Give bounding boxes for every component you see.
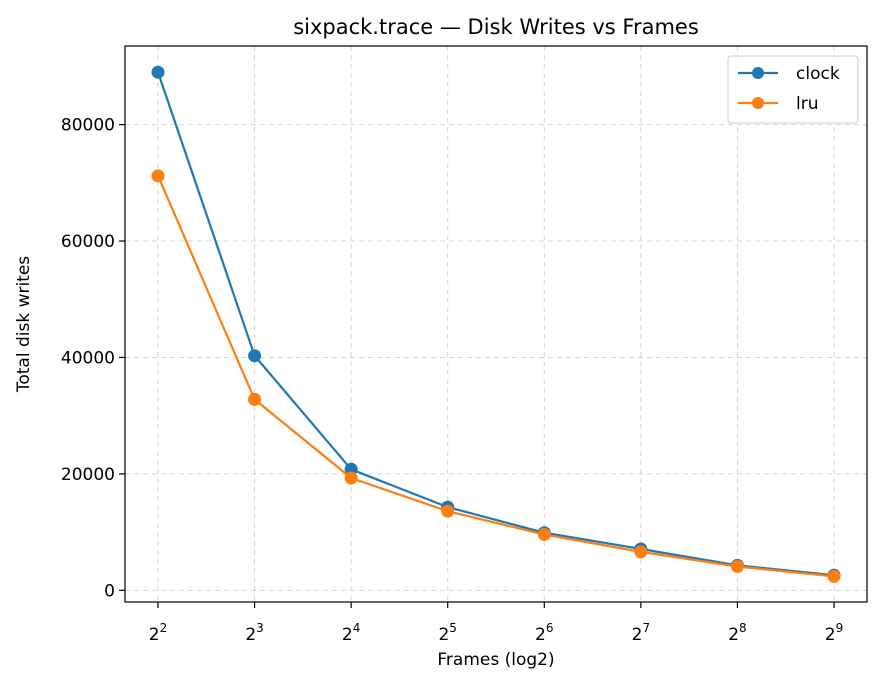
y-tick-label: 80000 (61, 116, 115, 136)
x-tick-label: 29 (825, 621, 843, 645)
data-point-lru (151, 169, 165, 183)
legend-label-lru: lru (796, 94, 819, 114)
y-tick-label: 0 (104, 581, 115, 601)
series-layer (151, 65, 841, 583)
series-line-clock (156, 71, 835, 577)
y-axis-label: Total disk writes (14, 256, 34, 393)
legend-marker-lru (752, 97, 764, 109)
data-point-clock (248, 349, 262, 363)
data-point-lru (248, 392, 262, 406)
series-line-lru (156, 175, 835, 578)
x-tick-label: 27 (632, 621, 650, 645)
y-tick-label: 60000 (61, 232, 115, 252)
data-point-lru (344, 471, 358, 485)
plot-frame (124, 45, 868, 603)
x-tick-label: 28 (728, 621, 746, 645)
y-tick-label: 40000 (61, 348, 115, 368)
data-point-lru (634, 545, 648, 559)
data-point-lru (730, 559, 744, 573)
legend: clock lru (727, 55, 859, 124)
x-tick-label: 22 (149, 621, 167, 645)
x-axis-label: Frames (log2) (437, 650, 554, 670)
legend-label-clock: clock (796, 64, 840, 84)
data-point-lru (441, 504, 455, 518)
data-point-clock (151, 65, 165, 79)
data-point-lru (537, 527, 551, 541)
legend-marker-clock (752, 67, 764, 79)
y-tick-label: 20000 (61, 465, 115, 485)
x-tick-label: 24 (342, 621, 360, 645)
x-tick-label: 25 (438, 621, 456, 645)
chart-title: sixpack.trace — Disk Writes vs Frames (293, 15, 699, 39)
tick-layer: 22 23 24 25 26 27 28 29 0 20000 40000 60000 80000 (61, 116, 843, 645)
x-tick-label: 26 (535, 621, 553, 645)
data-point-lru (827, 569, 841, 583)
x-tick-label: 23 (245, 621, 263, 645)
